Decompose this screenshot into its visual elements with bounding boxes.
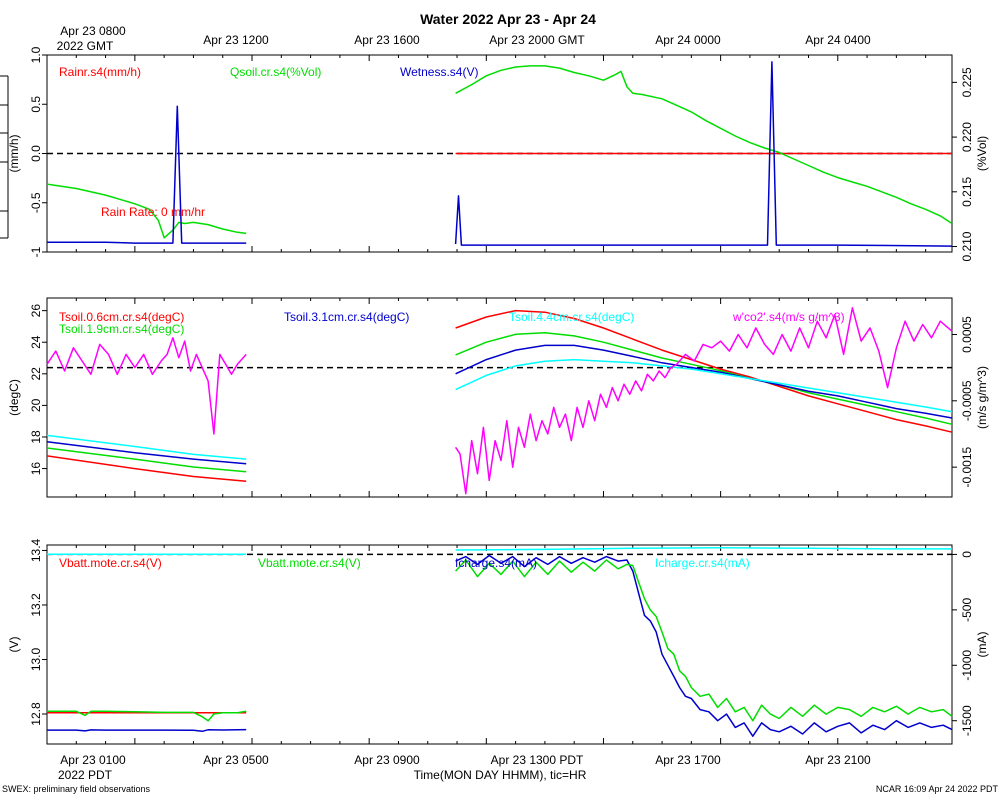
water-series-wetness-s4-v-blue-seg-0 [47,105,247,244]
soil-series-tsoil-4-4cm-cr-s4-degc-cyan-seg-1 [455,358,953,413]
water-left-tick-label: 1.0 [29,46,43,63]
battery-series-icharge-s4-ma-green-seg-0 [455,559,953,722]
series-label-rainr: Rainr.s4(mm/h) [59,65,141,79]
water-right-tick-label: 0.225 [960,67,974,97]
battery-right-axis-label: (mA) [975,632,989,658]
battery-series-icharge-s4-ma-blue-seg-0 [47,728,247,733]
panel-water: 1.0 0.5 0.0 -0.5 -1 (mm/h) 0.225 0.220 0.215 0.21… [7,46,989,261]
soil-series-w-co2-s4-m-s-g-m-3-magenta-seg-1 [454,307,953,495]
soil-left-tick-label: 24 [29,335,43,349]
battery-right-tick-label: -1000 [960,650,974,681]
gmt-label-4: Apr 24 0000 [655,33,721,47]
water-left-tick-label: 0.5 [29,96,43,113]
soil-series-tsoil-4-4cm-cr-s4-degc-cyan-seg-0 [46,434,247,460]
water-left-tick-label: -1 [29,246,43,257]
battery-right-tick-label: 0 [960,551,974,558]
battery-left-axis-label: (V) [7,637,21,653]
series-label-tsoil-1-9: Tsoil.1.9cm.cr.s4(degC) [59,322,184,336]
soil-plot-frame [46,297,953,498]
soil-series-tsoil-0-6cm-cr-s4-degc-red-seg-1 [455,309,953,433]
battery-plot-frame [46,544,953,745]
soil-series-tsoil-1-9cm-cr-s4-degc-green-seg-1 [455,331,953,426]
battery-left-tick-label: 13.4 [29,538,43,562]
soil-right-axis-label: (m/s g/m^3) [975,366,989,429]
legend-stub [0,75,9,239]
gmt-first-label-line2: 2022 GMT [57,39,114,53]
pdt-label-6: Apr 23 2100 [805,753,871,767]
panel-battery-charge: 13.4 13.2 13.0 12.8 (V) 0 -500 -1000 -1500 (mA) [7,538,989,745]
pdt-label-5: Apr 23 1700 [655,753,721,767]
pdt-year: 2022 PDT [58,768,113,782]
water-left-tick-label: -0.5 [29,192,43,213]
water-right-tick-label: 0.210 [960,231,974,261]
soil-left-tick-label: 26 [29,304,43,318]
soil-left-tick-label: 16 [29,462,43,476]
gmt-label-5: Apr 24 0400 [805,33,871,47]
soil-right-tick-label: -0.0005 [960,380,974,421]
x-axis-title: Time(MON DAY HHMM), tic=HR [414,768,587,782]
chart-title: Water 2022 Apr 23 - Apr 24 [420,11,596,27]
soil-right-tick-label: -0.0015 [960,446,974,487]
soil-left-tick-label: 18 [29,430,43,444]
soil-series-tsoil-1-9cm-cr-s4-degc-green-seg-0 [46,447,247,473]
gmt-first-label-line1: Apr 23 0800 [60,24,126,38]
water-series-wetness-s4-v-blue-seg-1 [454,61,953,247]
series-label-tsoil-3-1: Tsoil.3.1cm.cr.s4(degC) [284,310,409,324]
water-left-tick-label: 0.0 [29,145,43,162]
panel-soil-temperature: 26 24 22 20 18 16 (degC) 0.0005 -0.0005 -0.0015 (m… [7,297,989,498]
panel-water-labels: Rainr.s4(mm/h) Qsoil.cr.s4(%Vol) Wetness… [59,65,478,219]
footer-left-note: SWEX: preliminary field observations [2,784,151,794]
series-label-wetness: Wetness.s4(V) [400,65,478,79]
series-label-qsoil: Qsoil.cr.s4(%Vol) [230,65,321,79]
battery-series-icharge-cr-s4-ma-cyan-seg-1 [455,547,952,551]
water-right-tick-label: 0.220 [960,122,974,152]
series-label-tsoil-4-4: Tsoil.4.4cm.cr.s4(degC) [509,310,634,324]
rain-rate-annotation: Rain Rate: 0 mm/hr [101,205,205,219]
water-series-qsoil-cr-s4-vol-green-seg-1 [455,65,953,225]
soil-left-tick-label: 22 [29,367,43,381]
gmt-label-1: Apr 23 1200 [203,33,269,47]
pdt-label-2: Apr 23 0500 [203,753,269,767]
series-label-icharge-cr: Icharge.cr.s4(mA) [655,556,750,570]
series-label-icharge: Icharge.s4(mA) [455,556,537,570]
water-right-tick-label: 0.215 [960,176,974,206]
panel-soil-labels: Tsoil.0.6cm.cr.s4(degC) Tsoil.1.9cm.cr.s… [59,310,845,336]
series-label-wco2: w'co2'.s4(m/s g/m^3) [732,310,845,324]
battery-right-tick-label: -1500 [960,705,974,736]
battery-left-tick-label: 13.0 [29,647,43,671]
pdt-label-4: Apr 23 1300 PDT [491,753,584,767]
battery-right-tick-label: -500 [960,598,974,622]
series-label-vbatt-green: Vbatt.mote.cr.s4(V) [258,556,361,570]
water-left-axis-label: (mm/h) [7,135,21,173]
soil-left-tick-label: 20 [29,398,43,412]
panel-battery-labels: Vbatt.mote.cr.s4(V) Vbatt.mote.cr.s4(V) … [59,556,750,570]
battery-left-tick-label: 12.8 [29,702,43,726]
soil-series-tsoil-0-6cm-cr-s4-degc-red-seg-0 [46,455,247,482]
soil-series-tsoil-3-1cm-cr-s4-degc-blue-seg-1 [455,344,953,419]
soil-right-tick-label: 0.0005 [960,316,974,353]
series-label-tsoil-0-6: Tsoil.0.6cm.cr.s4(degC) [59,310,184,324]
footer-right-note: NCAR 16:09 Apr 24 2022 PDT [876,784,999,794]
battery-series-icharge-s4-ma-blue-seg-1 [455,554,953,737]
soil-series-tsoil-3-1cm-cr-s4-degc-blue-seg-0 [46,440,247,465]
water-right-axis-label: (%Vol) [975,136,989,171]
soil-series-w-co2-s4-m-s-g-m-3-magenta-seg-0 [46,337,247,435]
battery-left-tick-label: 13.2 [29,593,43,617]
gmt-label-2: Apr 23 1600 [354,33,420,47]
gmt-label-3: Apr 23 2000 GMT [489,33,585,47]
soil-left-axis-label: (degC) [7,379,21,416]
pdt-label-3: Apr 23 0900 [354,753,420,767]
pdt-label-1: Apr 23 0100 [60,753,126,767]
series-label-vbatt-red: Vbatt.mote.cr.s4(V) [59,556,162,570]
battery-series-vbatt-mote-cr-s4-v-green-seg-0 [47,710,247,722]
